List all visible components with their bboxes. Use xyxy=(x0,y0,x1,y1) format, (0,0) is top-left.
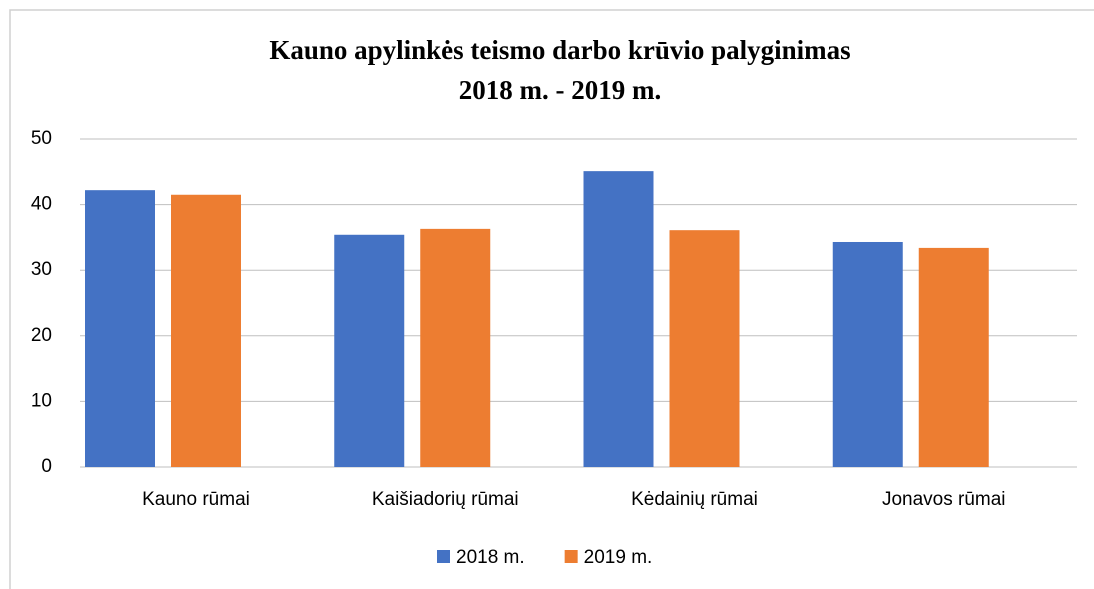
legend-swatch xyxy=(437,550,450,563)
bar xyxy=(832,241,903,467)
chart-title: 2018 m. - 2019 m. xyxy=(459,75,661,105)
y-tick-label: 40 xyxy=(31,194,52,215)
chart-border xyxy=(9,9,1094,589)
y-tick-label: 30 xyxy=(31,259,52,280)
x-tick-label: Jonavos rūmai xyxy=(882,489,1006,510)
bar xyxy=(334,234,405,467)
legend-label: 2019 m. xyxy=(584,547,653,568)
bar xyxy=(420,228,491,467)
legend-label: 2018 m. xyxy=(456,547,525,568)
bar xyxy=(669,230,740,467)
x-tick-label: Kaišiadorių rūmai xyxy=(372,489,519,510)
y-tick-label: 20 xyxy=(31,325,52,346)
bar xyxy=(171,194,241,467)
legend-swatch xyxy=(564,550,578,563)
chart-title: Kauno apylinkės teismo darbo krūvio paly… xyxy=(269,35,850,65)
x-tick-label: Kauno rūmai xyxy=(142,489,250,510)
y-tick-label: 50 xyxy=(31,128,52,149)
y-tick-label: 0 xyxy=(41,456,52,477)
x-tick-label: Kėdainių rūmai xyxy=(631,489,758,510)
bar xyxy=(918,247,989,467)
y-tick-label: 10 xyxy=(31,390,52,411)
bar xyxy=(583,171,654,468)
bar xyxy=(85,190,155,467)
